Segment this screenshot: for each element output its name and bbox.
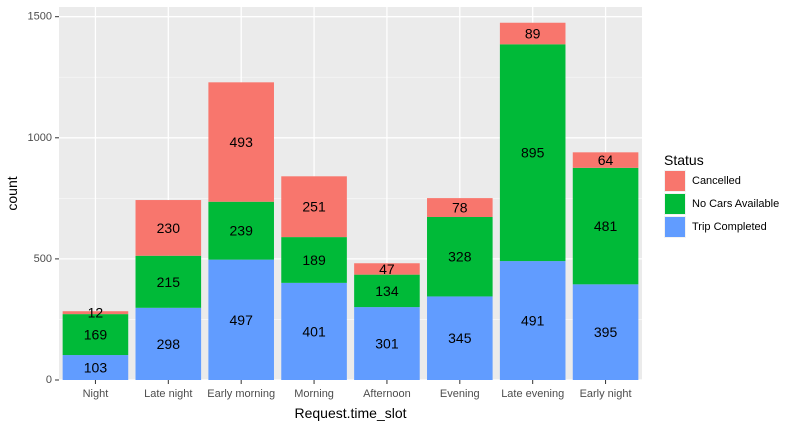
bar-segment [281,176,347,238]
bar-segment [62,311,129,315]
data-label: 12 [88,305,104,321]
data-label: 493 [230,134,254,150]
x-tick-label: Afternoon [363,388,411,400]
data-label: 230 [157,220,181,236]
data-label: 298 [157,336,181,352]
legend-title: Status [664,152,704,168]
bar-segment [135,255,202,308]
y-tick-label: 1000 [28,132,52,144]
bar-segment [208,201,274,260]
x-tick-label: Early night [580,388,632,400]
data-label: 215 [157,274,181,290]
x-tick-label: Early morning [207,388,275,400]
y-tick-label: 500 [34,253,52,265]
bar-segment [499,44,566,262]
y-axis: 0 500 1000 1500 [28,11,59,386]
data-label: 395 [594,324,618,340]
bar-segment [208,259,274,380]
legend-swatch [665,194,685,214]
bar-segment [427,216,493,297]
data-label: 134 [375,283,399,299]
bar-segment [572,167,639,285]
bar-segment [572,152,639,168]
data-label: 491 [521,313,545,329]
bar-segment [427,296,493,380]
legend-label: No Cars Available [692,198,779,210]
x-tick-label: Late evening [501,388,564,400]
x-tick-label: Late night [144,388,192,400]
bar-segment [281,282,347,380]
data-label: 328 [448,249,472,265]
bar-segment [135,307,202,380]
y-axis-title: count [4,176,20,210]
data-label: 78 [452,200,468,216]
bar-segment [281,237,347,283]
y-tick-label: 0 [46,374,52,386]
data-label: 251 [302,199,326,215]
data-label: 89 [525,26,541,42]
bar-segment [135,200,202,256]
data-labels: 103 169 12 298 215 230 497 239 493 401 189 251 301 13… [84,26,618,376]
x-tick-label: Night [83,388,109,400]
data-label: 47 [379,261,395,277]
legend-swatch [665,171,685,191]
legend-label: Cancelled [692,175,741,187]
bar-segment [427,198,493,217]
data-label: 497 [230,312,254,328]
data-label: 64 [598,152,614,168]
data-label: 345 [448,330,472,346]
bar-segment [208,82,274,202]
data-label: 895 [521,145,545,161]
x-tick-label: Morning [294,388,334,400]
bar-segment [354,274,420,308]
legend-swatch [665,217,685,237]
bar-segment [499,261,566,380]
data-label: 401 [302,323,326,339]
x-axis: Night Late night Early morning Morning After… [83,380,632,400]
data-label: 169 [84,327,108,343]
legend-label: Trip Completed [692,221,767,233]
bar-segment [499,22,566,45]
data-label: 189 [302,252,326,268]
bar-segment [354,263,420,275]
bar-segment [62,355,129,380]
x-axis-title: Request.time_slot [294,405,406,421]
y-tick-label: 1500 [28,11,52,23]
data-label: 301 [375,336,399,352]
x-tick-label: Evening [440,388,480,400]
bars [62,22,639,380]
data-label: 239 [230,223,254,239]
data-label: 103 [84,360,108,376]
bar-segment [354,307,420,380]
bar-segment [572,284,639,380]
data-label: 481 [594,218,618,234]
legend: Status Cancelled No Cars Available Trip Co… [664,152,779,238]
bar-segment [62,314,129,356]
